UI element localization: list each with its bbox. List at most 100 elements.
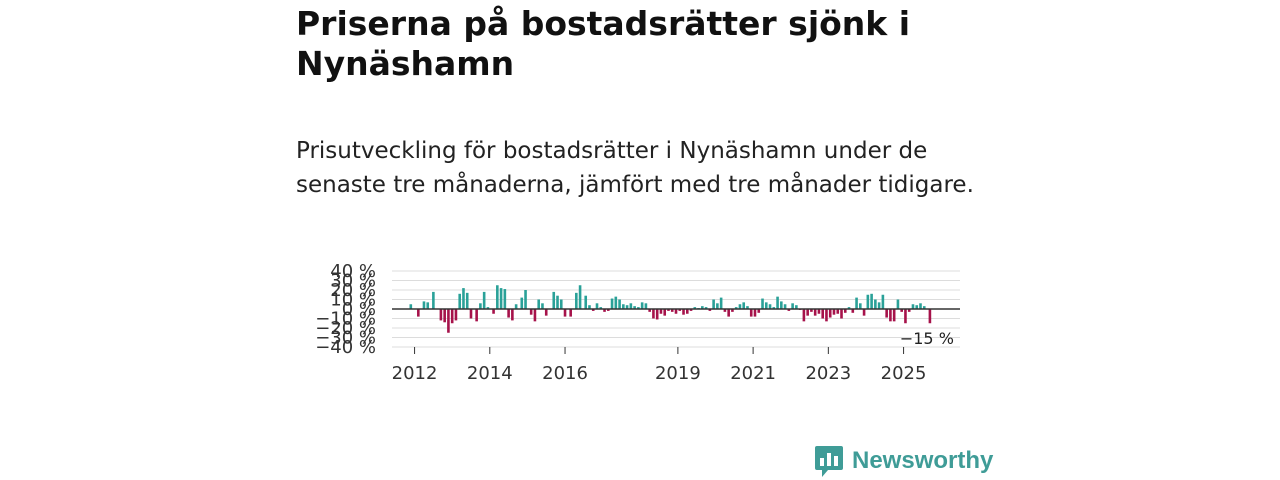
- bar: [507, 309, 510, 318]
- bar: [746, 306, 749, 309]
- y-tick-label: −20 %: [315, 318, 376, 339]
- bar: [840, 309, 843, 319]
- y-tick-label: −30 %: [315, 328, 376, 349]
- bar: [524, 290, 527, 309]
- bar: [422, 301, 426, 309]
- y-tick-label: −40 %: [315, 337, 376, 358]
- y-axis-tick-labels: 40 %30 %20 %10 %0 %−10 %−20 %−30 %−40 %: [315, 261, 376, 358]
- bar: [569, 309, 572, 317]
- bar: [742, 302, 746, 309]
- x-tick-label: 2021: [730, 363, 776, 384]
- bar: [704, 307, 708, 309]
- bar: [885, 309, 888, 318]
- bar: [734, 307, 738, 309]
- bar: [659, 309, 663, 314]
- bar: [552, 291, 556, 309]
- bar: [757, 309, 761, 313]
- bar: [637, 307, 640, 309]
- bar: [618, 299, 621, 309]
- bar: [625, 305, 629, 309]
- bar: [723, 309, 727, 312]
- bar: [712, 299, 715, 309]
- bar: [486, 307, 490, 309]
- bar: [855, 297, 858, 309]
- bar: [559, 299, 563, 309]
- bar: [731, 309, 734, 312]
- bar: [499, 288, 503, 309]
- bar: [443, 309, 446, 323]
- x-tick-label: 2025: [881, 363, 927, 384]
- bar: [603, 309, 606, 312]
- bar: [821, 309, 825, 319]
- bar: [904, 309, 907, 324]
- x-tick-label: 2016: [542, 363, 588, 384]
- bar: [409, 304, 413, 309]
- y-tick-label: 30 %: [330, 271, 376, 292]
- bar: [426, 302, 430, 309]
- grid-lines: [392, 270, 960, 348]
- bar: [866, 294, 870, 309]
- bar: [533, 309, 537, 322]
- bar: [678, 309, 682, 311]
- bar: [780, 301, 783, 309]
- bar: [640, 302, 644, 309]
- bar: [810, 309, 813, 312]
- x-axis-ticks: 2012 2014 2016 2019 2021 2023 2025: [392, 347, 927, 384]
- bar: [674, 309, 678, 314]
- bar: [719, 297, 723, 309]
- bar: [828, 309, 832, 318]
- bar: [701, 306, 704, 309]
- bar: [655, 309, 659, 320]
- bar: [776, 296, 779, 309]
- bar: [450, 309, 454, 324]
- bar: [787, 309, 791, 311]
- bar: [817, 309, 821, 314]
- bar: [708, 309, 712, 311]
- bar: [900, 309, 903, 312]
- bar: [727, 309, 730, 317]
- y-tick-label: 20 %: [330, 280, 376, 301]
- bar: [859, 303, 862, 309]
- bar: [503, 289, 507, 309]
- bar: [458, 293, 462, 309]
- bar: [682, 309, 685, 315]
- bar: [761, 298, 764, 309]
- bar: [663, 309, 667, 316]
- bar: [783, 304, 787, 309]
- bar: [874, 299, 877, 309]
- bar: [862, 309, 866, 316]
- bar: [520, 297, 524, 309]
- bar: [670, 309, 674, 312]
- bar: [475, 309, 478, 322]
- bar: [892, 309, 896, 322]
- bar: [591, 309, 595, 311]
- bar: [652, 309, 655, 319]
- bar: [575, 292, 578, 309]
- bar: [462, 288, 465, 309]
- bar: [813, 309, 817, 316]
- bar: [544, 309, 548, 316]
- y-tick-label: 0 %: [342, 299, 376, 320]
- bar: [492, 309, 495, 314]
- bar: [610, 298, 614, 309]
- bar: [417, 309, 420, 317]
- bar: [832, 309, 836, 315]
- bar: [556, 295, 559, 309]
- bar: [633, 306, 636, 309]
- bar: [588, 305, 591, 309]
- bar: [870, 293, 873, 309]
- bar: [851, 309, 855, 313]
- bar: [685, 309, 689, 314]
- bar: [541, 303, 544, 309]
- bar: [622, 304, 625, 309]
- bar: [928, 309, 932, 324]
- bar: [922, 306, 926, 309]
- chart-subtitle: Prisutveckling för bostadsrätter i Nynäs…: [296, 138, 974, 198]
- bar: [614, 296, 618, 309]
- y-tick-label: −10 %: [315, 309, 376, 330]
- bar: [881, 294, 885, 309]
- bar: [825, 309, 828, 322]
- bar: [599, 307, 603, 309]
- bar: [843, 309, 847, 313]
- y-tick-label: 10 %: [330, 290, 376, 311]
